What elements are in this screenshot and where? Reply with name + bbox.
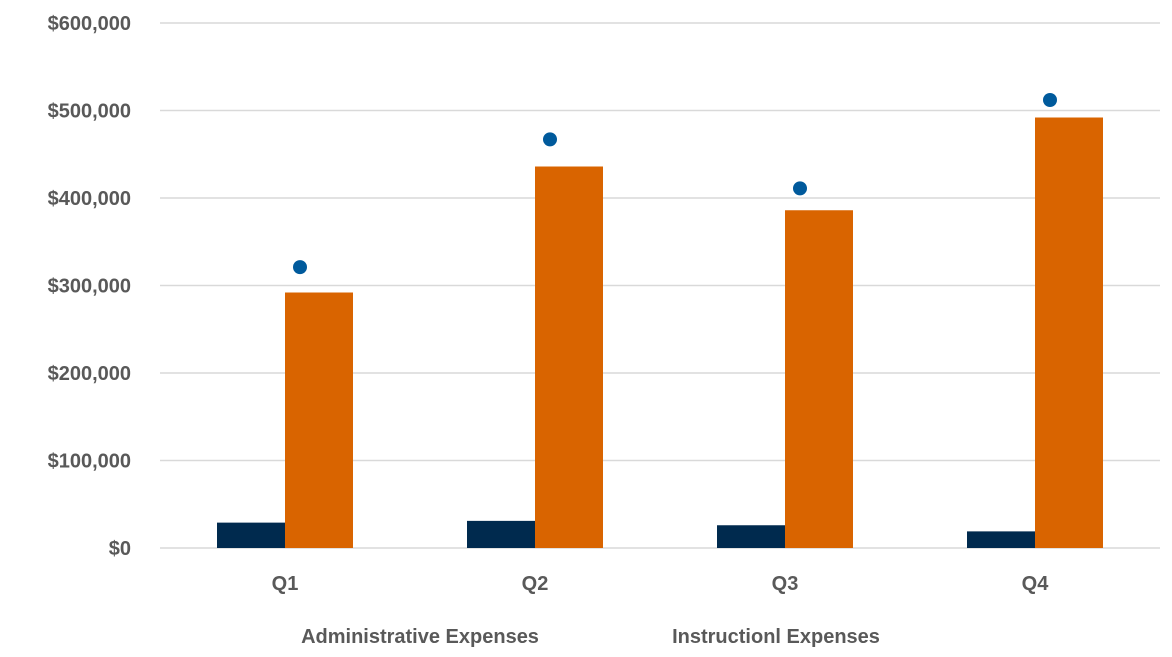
bar-instructional-q4: [1035, 117, 1103, 548]
marker-q1: [293, 260, 307, 275]
y-tick-label: $0: [109, 538, 131, 560]
legend: Administrative Expenses Instructionl Expe…: [301, 626, 880, 648]
y-tick-label: $100,000: [48, 451, 131, 473]
legend-entry-administrative: Administrative Expenses: [301, 626, 539, 648]
bar-administrative-q2: [467, 520, 535, 548]
bars: [217, 117, 1103, 548]
x-tick-label: Q2: [522, 573, 549, 595]
bar-administrative-q4: [967, 531, 1035, 548]
bar-administrative-q3: [717, 525, 785, 548]
x-tick-label: Q3: [772, 573, 799, 595]
marker-q4: [1043, 93, 1057, 107]
y-tick-label: $600,000: [48, 13, 131, 35]
bar-instructional-q1: [285, 292, 353, 548]
x-axis-tick-labels: Q1 Q2 Q3 Q4: [272, 573, 1050, 595]
bar-administrative-q1: [217, 522, 285, 548]
legend-entry-instructional: Instructionl Expenses: [672, 626, 880, 648]
marker-q2: [543, 132, 557, 147]
bar-instructional-q2: [535, 166, 603, 548]
x-tick-label: Q4: [1022, 573, 1050, 595]
markers: [293, 93, 1057, 275]
y-tick-label: $500,000: [48, 101, 131, 123]
y-tick-label: $300,000: [48, 276, 131, 298]
y-axis-tick-labels: $0 $100,000 $200,000 $300,000 $400,000 $500,0…: [48, 13, 131, 560]
y-tick-label: $400,000: [48, 188, 131, 210]
marker-q3: [793, 181, 807, 196]
y-tick-label: $200,000: [48, 363, 131, 385]
x-tick-label: Q1: [272, 573, 299, 595]
bar-instructional-q3: [785, 210, 853, 548]
